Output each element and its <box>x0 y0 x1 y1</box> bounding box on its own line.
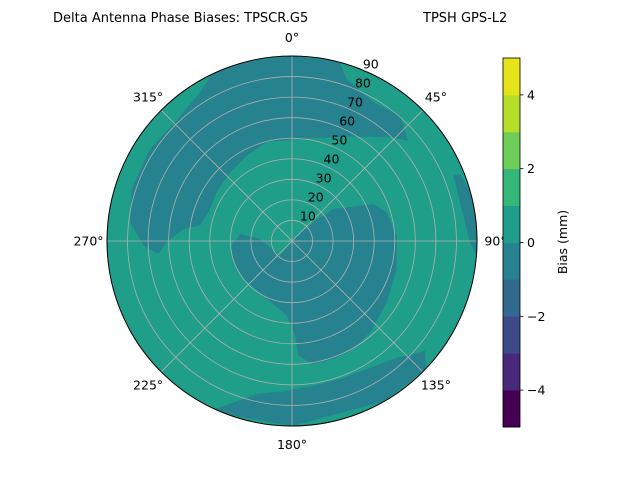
colorbar-segment <box>503 168 520 206</box>
azimuth-label: 90° <box>484 234 506 249</box>
colorbar: −4 −2 0 2 4 <box>502 57 545 428</box>
colorbar-segment <box>503 94 520 133</box>
colorbar-segment <box>503 279 520 317</box>
polar-axes: 0° 45° 90° 135° 180° 225° 270° 315° 10 20 30 40 50 60… <box>73 30 506 452</box>
radial-tick-label: 50 <box>331 133 347 148</box>
colorbar-tick-label: −2 <box>527 309 545 324</box>
contour-region <box>213 350 426 426</box>
radial-tick-label: 20 <box>308 190 324 205</box>
colorbar-segment <box>503 353 520 391</box>
radial-tick-label: 80 <box>355 76 371 91</box>
grid-spoke <box>160 109 424 373</box>
contour-region <box>130 56 409 254</box>
chart-title: Delta Antenna Phase Biases: TPSCR.G5 <box>53 11 308 26</box>
colorbar-tick-label: 4 <box>527 87 535 102</box>
azimuth-label: 270° <box>73 234 103 249</box>
colorbar-tick-label: −4 <box>527 383 545 398</box>
azimuth-label: 45° <box>425 90 447 105</box>
radial-tick-label: 90 <box>363 57 379 72</box>
polar-frame <box>106 55 478 427</box>
azimuth-label: 315° <box>133 90 163 105</box>
radial-tick-label: 30 <box>316 171 332 186</box>
contour-region <box>231 204 397 365</box>
chart-subtitle: TPSH GPS-L2 <box>422 11 507 26</box>
azimuth-label: 135° <box>421 377 451 392</box>
colorbar-label: Bias (mm) <box>555 210 570 274</box>
radial-tick-label: 10 <box>300 209 316 224</box>
colorbar-tick-label: 0 <box>527 235 535 250</box>
colorbar-segment <box>503 390 520 428</box>
azimuth-label: 0° <box>285 30 299 45</box>
colorbar-segment <box>503 205 520 243</box>
colorbar-segment <box>503 58 520 96</box>
colorbar-segment <box>503 131 520 170</box>
azimuth-label: 180° <box>277 437 307 452</box>
radial-tick-label: 40 <box>324 152 340 167</box>
colorbar-tick-label: 2 <box>527 161 535 176</box>
colorbar-segment <box>503 316 520 354</box>
radial-tick-label: 60 <box>339 114 355 129</box>
colorbar-segment <box>503 242 520 280</box>
radial-tick-label: 70 <box>347 95 363 110</box>
azimuth-label: 225° <box>133 377 163 392</box>
